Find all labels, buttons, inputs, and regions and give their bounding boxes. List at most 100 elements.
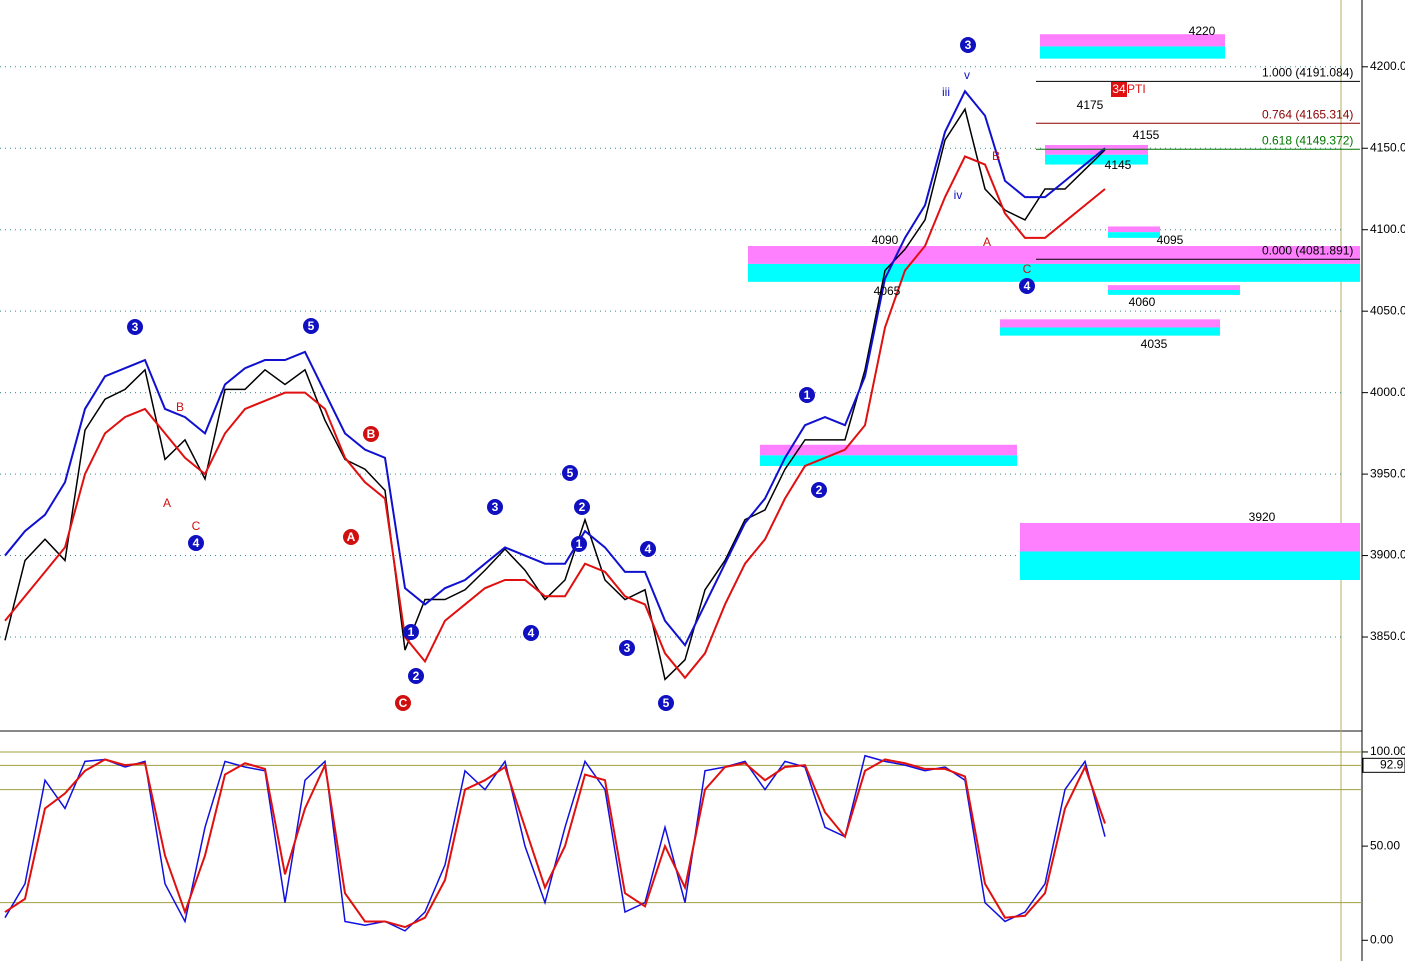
wave-circle [403, 624, 419, 640]
y-tick-label: 100.00 [1370, 744, 1405, 758]
series-line [4, 758, 1106, 929]
y-tick-label: 3950.0 [1370, 466, 1405, 480]
y-tick-label: 4200.0 [1370, 59, 1405, 73]
price-label: 4220 [1189, 24, 1216, 38]
wave-label: C [192, 519, 201, 533]
wave-label: 4 [645, 542, 652, 556]
zone-lower [1045, 154, 1148, 165]
wave-label: 3 [492, 500, 499, 514]
wave-label: 2 [816, 483, 823, 497]
wave-label: A [163, 496, 171, 510]
series-line [4, 107, 1106, 681]
price-label: 4145 [1105, 158, 1132, 172]
wave-label: 4 [528, 626, 535, 640]
y-tick-label: 50.00 [1370, 838, 1400, 852]
wave-circle [303, 318, 319, 334]
y-tick-label: 4050.0 [1370, 303, 1405, 317]
wave-label: 5 [567, 466, 574, 480]
zone-lower [760, 455, 1017, 466]
zone-lower [1020, 551, 1360, 580]
wave-circle [523, 625, 539, 641]
wave-label: 1 [804, 388, 811, 402]
y-tick-label: 3850.0 [1370, 629, 1405, 643]
price-label: 4090 [872, 233, 899, 247]
wave-label: C [399, 696, 408, 710]
wave-label: 5 [308, 319, 315, 333]
y-tick-label: 4000.0 [1370, 385, 1405, 399]
zone-upper [1000, 319, 1220, 328]
y-tick-label: 3900.0 [1370, 548, 1405, 562]
wave-label: A [347, 530, 356, 544]
price-label: 4060 [1129, 295, 1156, 309]
price-label: 4065 [874, 284, 901, 298]
wave-circle [562, 465, 578, 481]
zone-lower [1108, 290, 1240, 295]
wave-circle [395, 695, 411, 711]
y-tick-label: 4100.0 [1370, 222, 1405, 236]
wave-label: 1 [576, 537, 583, 551]
series-line [4, 155, 1106, 680]
wave-circle [188, 535, 204, 551]
zone-lower [1000, 327, 1220, 336]
wave-circle [408, 668, 424, 684]
annotation: PTI [1127, 82, 1146, 96]
wave-circle [811, 482, 827, 498]
wave-circle [487, 499, 503, 515]
zone-lower [1040, 46, 1225, 59]
y-tick-label: 4150.0 [1370, 140, 1405, 154]
zone-upper [1108, 226, 1160, 233]
value-box [1362, 757, 1405, 773]
wave-label: C [1023, 262, 1032, 276]
wave-label: 1 [408, 625, 415, 639]
zone-upper [1108, 285, 1240, 290]
price-label: 4175 [1077, 98, 1104, 112]
wave-label: B [367, 427, 376, 441]
annotation: 34 [1112, 82, 1126, 96]
wave-label: B [176, 400, 184, 414]
zone-lower [748, 263, 1360, 282]
wave-circle [619, 640, 635, 656]
fib-label: 1.000 (4191.084) [1262, 65, 1353, 79]
wave-label: iv [954, 188, 963, 202]
zone-upper [1020, 522, 1360, 552]
wave-label: v [964, 68, 970, 82]
wave-circle [658, 695, 674, 711]
wave-label: iii [942, 85, 950, 99]
wave-label: 4 [193, 536, 200, 550]
wave-label: 3 [132, 320, 139, 334]
wave-circle [343, 529, 359, 545]
wave-circle [799, 387, 815, 403]
zone-upper [1040, 34, 1225, 47]
wave-label: 2 [579, 500, 586, 514]
fib-label: 0.000 (4081.891) [1262, 243, 1353, 257]
wave-label: 5 [663, 696, 670, 710]
wave-label: 3 [624, 641, 631, 655]
wave-circle [960, 37, 976, 53]
fib-label: 0.764 (4165.314) [1262, 107, 1353, 121]
series-line [4, 89, 1106, 648]
wave-circle [1019, 278, 1035, 294]
wave-label: B [992, 149, 1000, 163]
zone-upper [1045, 145, 1148, 155]
price-label: 4155 [1133, 128, 1160, 142]
value-label: 92.9 [1380, 757, 1404, 771]
wave-circle [640, 541, 656, 557]
wave-label: 2 [413, 669, 420, 683]
wave-label: A [983, 235, 991, 249]
wave-circle [363, 426, 379, 442]
wave-label: 4 [1024, 279, 1031, 293]
wave-circle [571, 536, 587, 552]
fib-label: 0.618 (4149.372) [1262, 133, 1353, 147]
wave-circle [127, 319, 143, 335]
price-label: 3920 [1249, 510, 1276, 524]
price-label: 4035 [1141, 337, 1168, 351]
wave-label: 3 [965, 38, 972, 52]
price-label: 4095 [1157, 233, 1184, 247]
y-tick-label: 0.00 [1370, 932, 1394, 946]
zone-lower [1108, 232, 1160, 238]
wave-circle [574, 499, 590, 515]
zone-upper [760, 444, 1017, 456]
annotation-box [1111, 82, 1127, 97]
